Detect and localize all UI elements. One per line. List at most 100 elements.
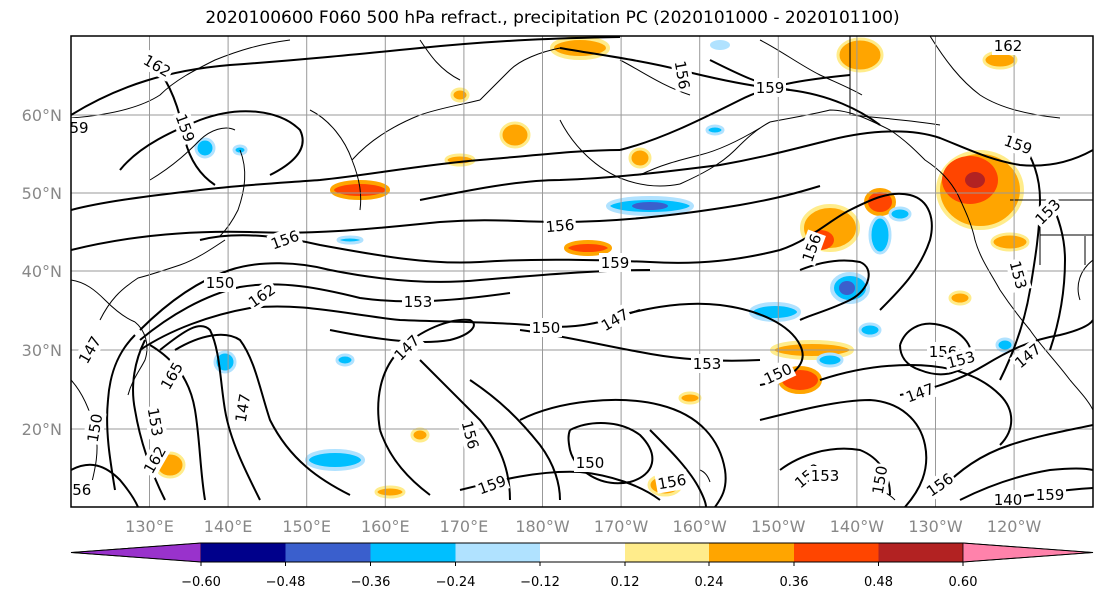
longitude-label: 170°W xyxy=(594,517,649,536)
contour-line xyxy=(959,467,1093,501)
contour-line xyxy=(71,36,621,116)
contour-value: 150 xyxy=(532,319,561,337)
precip-patch xyxy=(858,322,882,338)
contour-line xyxy=(649,429,707,507)
colorbar-tick-label: 0.48 xyxy=(864,575,893,590)
precip-patch xyxy=(450,87,470,103)
contour-value: 159 xyxy=(1036,486,1065,504)
precip-patch xyxy=(816,352,844,368)
coastline xyxy=(957,194,1001,291)
colorbar-segment xyxy=(370,543,456,562)
contour-line xyxy=(829,130,1093,167)
precip-shading xyxy=(154,36,1030,499)
precip-patch xyxy=(705,124,725,136)
contour-label: 159 xyxy=(754,78,786,97)
longitude-label: 150°E xyxy=(282,517,331,536)
coastline xyxy=(889,129,959,196)
contour-line xyxy=(71,463,139,507)
colorbar-tick-labels: −0.60 −0.48 −0.36 −0.24 −0.12 0.12 0.24 0.36 0.4… xyxy=(181,562,977,590)
country-border xyxy=(849,114,941,126)
precip-patch xyxy=(336,235,364,245)
coastline xyxy=(1077,259,1093,301)
contour-value: 147 xyxy=(232,392,255,423)
longitude-label: 150°W xyxy=(751,517,806,536)
contour-label: 159 xyxy=(1034,485,1066,504)
precip-patch xyxy=(710,40,730,50)
contour-label: 162 xyxy=(992,36,1024,55)
contour-line xyxy=(799,259,870,321)
colorbar xyxy=(70,542,1094,563)
contour-label: 150 xyxy=(867,462,892,498)
contour-line xyxy=(106,334,136,491)
colorbar-extend-min xyxy=(70,542,202,563)
contour-line xyxy=(759,398,928,507)
contour-label: 150 xyxy=(574,453,606,472)
colorbar-segment xyxy=(709,543,794,562)
contour-label: 147 xyxy=(230,390,255,426)
precip-patch xyxy=(194,137,216,159)
colorbar-extend-max xyxy=(962,542,1094,563)
longitude-label: 130°W xyxy=(908,517,963,536)
contour-value: 159 xyxy=(756,79,785,97)
coastline xyxy=(1069,379,1093,411)
contour-line xyxy=(159,325,261,501)
contour-line xyxy=(567,422,654,485)
coastline xyxy=(99,239,226,321)
contour-value: 150 xyxy=(84,412,107,443)
contour-value: 153 xyxy=(144,406,167,437)
colorbar-tick-label: 0.60 xyxy=(949,575,978,590)
precip-patch xyxy=(749,302,801,322)
contour-line xyxy=(469,379,561,501)
contour-label: 156 xyxy=(670,57,695,93)
contour-label: 150 xyxy=(530,318,562,337)
longitude-label: 140°W xyxy=(830,517,885,536)
contour-line xyxy=(71,185,821,251)
latitude-label: 40°N xyxy=(22,262,62,281)
precip-patch xyxy=(836,37,884,73)
contour-label: 150 xyxy=(82,410,107,446)
contour-line xyxy=(71,149,621,211)
contour-line xyxy=(419,139,831,201)
precip-patch xyxy=(839,281,855,295)
contour-label: 156 xyxy=(543,214,577,237)
contour-line xyxy=(419,359,511,501)
contour-label: 156 xyxy=(654,469,690,494)
precip-patch xyxy=(632,202,668,210)
contour-value: 59 xyxy=(69,119,88,137)
coastline xyxy=(559,119,681,187)
contour-line xyxy=(619,74,851,151)
contour-line xyxy=(1049,199,1067,351)
colorbar-segment xyxy=(878,543,963,562)
contour-line xyxy=(139,283,511,341)
map-title: 2020100600 F060 500 hPa refract., precip… xyxy=(205,8,900,28)
latitude-label: 30°N xyxy=(22,341,62,360)
colorbar-tick-label: −0.36 xyxy=(351,575,391,590)
latitude-labels: 60°N 50°N 40°N 30°N 20°N xyxy=(22,106,62,439)
contour-value: 156 xyxy=(671,59,694,90)
contour-value: 150 xyxy=(869,464,892,495)
contour-value: 156 xyxy=(545,216,575,236)
precip-patch xyxy=(965,172,985,188)
coastline xyxy=(419,39,461,81)
precip-patch xyxy=(564,240,612,256)
coastline xyxy=(149,127,236,181)
refractivity-contours xyxy=(71,36,1093,507)
colorbar-segment xyxy=(201,543,286,562)
coastline xyxy=(929,36,1061,119)
latitude-label: 20°N xyxy=(22,420,62,439)
precip-patch xyxy=(948,290,972,306)
coastline xyxy=(219,149,246,237)
contour-line xyxy=(379,429,431,496)
contour-line xyxy=(999,139,1042,381)
latitude-label: 60°N xyxy=(22,106,62,125)
colorbar-segment xyxy=(540,543,625,562)
contour-label: 150 xyxy=(204,273,236,292)
contour-line xyxy=(779,192,933,311)
coastline xyxy=(699,469,711,483)
contour-line xyxy=(119,110,304,176)
longitude-label: 170°E xyxy=(440,517,489,536)
contour-value: 153 xyxy=(811,467,840,485)
contour-label: 153 xyxy=(402,292,434,311)
